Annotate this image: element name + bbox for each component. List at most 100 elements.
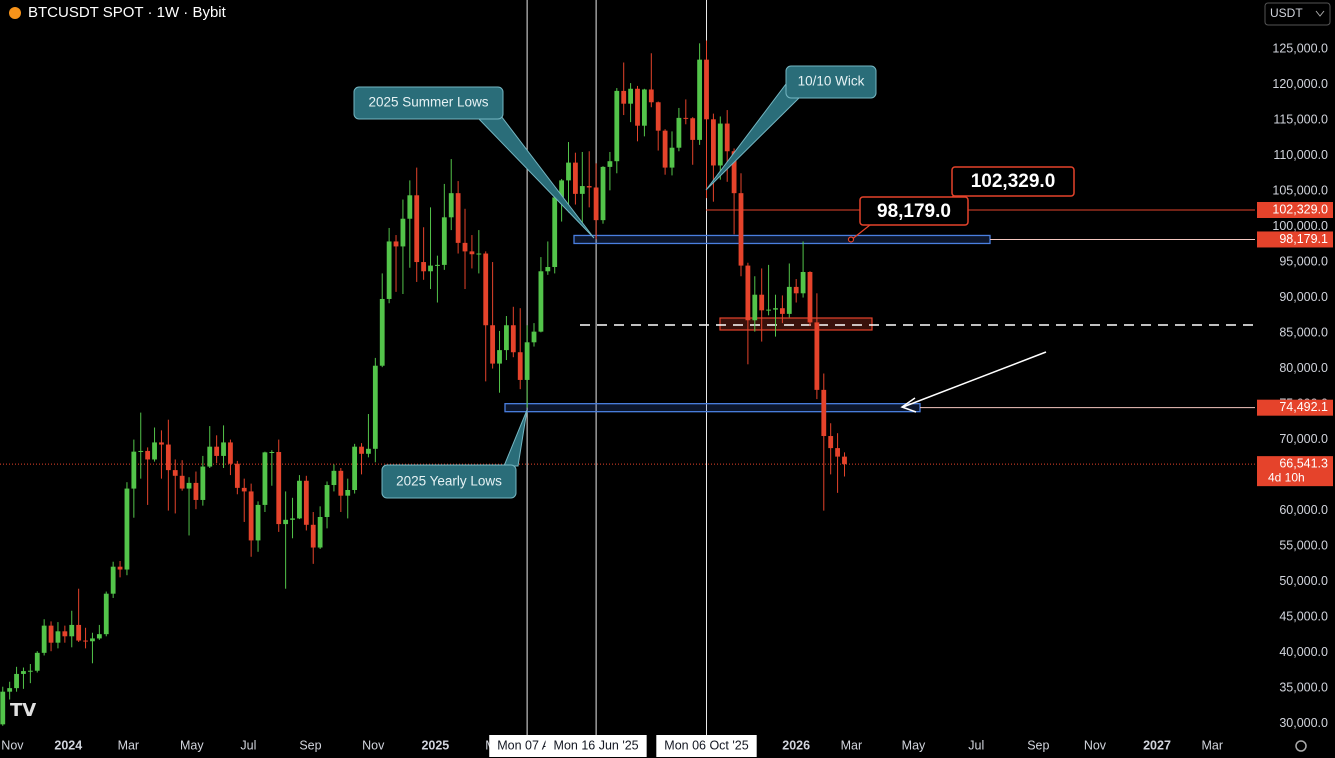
marker-label: Mon 16 Jun '25 xyxy=(554,738,639,752)
x-tick-label: 2026 xyxy=(782,738,810,752)
candle-body xyxy=(476,253,482,255)
annotation: 2025 Summer Lows xyxy=(368,95,488,110)
marker-label: Mon 06 Oct '25 xyxy=(664,738,748,752)
candle-body xyxy=(835,448,840,457)
x-tick-label: Jul xyxy=(240,738,256,752)
candle-body xyxy=(717,123,723,166)
x-tick-label: Mar xyxy=(841,738,863,752)
callout-box xyxy=(859,196,969,226)
candle-body xyxy=(435,264,440,266)
callout-dot xyxy=(847,236,855,243)
candle-body xyxy=(366,448,371,454)
candle-body xyxy=(103,593,109,635)
candle-body xyxy=(138,450,144,452)
candle-body xyxy=(27,670,33,672)
callout-box xyxy=(785,65,877,99)
y-tick-label: 85,000.0 xyxy=(1279,325,1328,339)
candle-body xyxy=(538,271,544,332)
candle-body xyxy=(317,516,323,548)
x-tick-label: Jul xyxy=(968,738,984,752)
y-tick-label: 125,000.0 xyxy=(1272,41,1328,55)
currency-button[interactable] xyxy=(1264,2,1331,26)
marker-label-box xyxy=(656,735,757,757)
candle-body xyxy=(621,90,627,104)
candle-body xyxy=(234,463,240,488)
candle-body xyxy=(55,631,61,643)
candle-body xyxy=(0,691,6,725)
candle-body xyxy=(221,442,226,456)
price-tag xyxy=(1257,231,1333,248)
candle-body xyxy=(779,308,785,314)
candle-body xyxy=(297,480,302,519)
candle-body xyxy=(821,389,827,437)
candle-body xyxy=(455,193,461,243)
x-tick-label: Nov xyxy=(1,738,24,752)
candle-body xyxy=(648,89,654,103)
candle-body xyxy=(738,193,744,266)
candle-body xyxy=(497,350,502,364)
y-tick-label: 40,000.0 xyxy=(1279,645,1328,659)
candles xyxy=(0,40,847,726)
price-tag-label: 74,492.1 xyxy=(1279,400,1328,414)
candle-body xyxy=(531,331,537,343)
candle-body xyxy=(400,218,406,247)
price-tag xyxy=(1257,456,1333,487)
zone-box xyxy=(719,317,873,331)
candle-body xyxy=(41,625,47,653)
price-tag-label: 102,329.0 xyxy=(1272,202,1328,216)
x-tick-label: 2025 xyxy=(421,738,449,752)
dropdown-icon[interactable] xyxy=(1315,10,1325,17)
callout-label: 102,329.0 xyxy=(971,171,1056,192)
candle-body xyxy=(628,88,634,104)
x-tick-label: Sep xyxy=(1027,738,1049,752)
candle-body xyxy=(290,518,295,520)
candle-body xyxy=(579,186,585,194)
countdown: 4d 10h xyxy=(1268,470,1305,484)
candle-body xyxy=(34,652,40,671)
candle-body xyxy=(441,217,447,265)
candle-body xyxy=(165,444,171,471)
candle-body xyxy=(469,251,475,255)
candle-body xyxy=(62,631,68,637)
candle-body xyxy=(662,130,668,168)
price-tag xyxy=(1257,201,1333,218)
x-tick-label: Nov xyxy=(362,738,385,752)
candle-body xyxy=(90,638,95,642)
candle-body xyxy=(490,325,496,364)
annotation: 2025 Yearly Lows xyxy=(396,474,502,489)
y-tick-label: 55,000.0 xyxy=(1279,538,1328,552)
candle-body xyxy=(338,470,344,496)
candle-body xyxy=(504,325,509,351)
candle-body xyxy=(131,451,137,489)
x-tick-label: Nov xyxy=(1084,738,1107,752)
candle-body xyxy=(386,241,392,299)
candle-body xyxy=(552,197,558,268)
candle-body xyxy=(752,294,758,321)
candle-body xyxy=(7,688,13,692)
candle-body xyxy=(428,265,433,272)
y-tick-label: 110,000.0 xyxy=(1273,148,1328,162)
y-tick-label: 30,000.0 xyxy=(1279,716,1328,730)
candle-body xyxy=(186,482,192,489)
callout-box xyxy=(951,166,1075,197)
x-tick-label: Mar xyxy=(1201,738,1223,752)
candle-body xyxy=(262,452,268,505)
candle-body xyxy=(421,262,427,272)
candle-body xyxy=(793,286,799,294)
candle-body xyxy=(710,119,716,166)
candle-body xyxy=(345,490,351,496)
y-tick-label: 45,000.0 xyxy=(1279,609,1328,623)
currency-label[interactable]: USDT xyxy=(1270,6,1303,20)
candle-body xyxy=(731,151,737,194)
candle-body xyxy=(352,446,358,490)
candle-body xyxy=(655,102,661,131)
candle-body xyxy=(324,485,330,517)
candle-body xyxy=(96,634,102,639)
x-tick-label: 2024 xyxy=(54,738,82,752)
settings-icon[interactable] xyxy=(1295,740,1307,752)
candle-body xyxy=(310,524,316,548)
candle-body xyxy=(379,298,385,366)
candle-body xyxy=(683,117,689,119)
candle-body xyxy=(766,309,771,311)
